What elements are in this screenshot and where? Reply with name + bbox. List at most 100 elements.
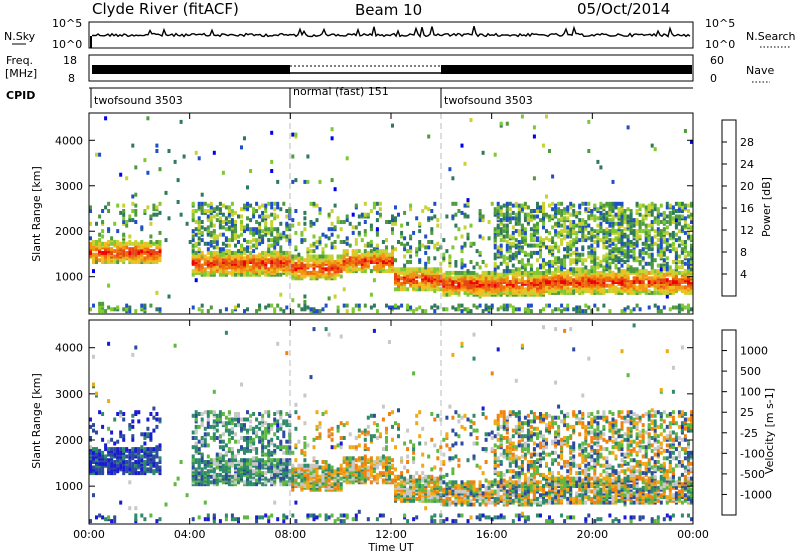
- heatmap-cell: [372, 201, 376, 206]
- heatmap-cell: [291, 223, 295, 228]
- heatmap-cell: [273, 212, 277, 217]
- heatmap-cell: [623, 232, 627, 237]
- heatmap-cell: [212, 436, 216, 440]
- heatmap-cell: [499, 290, 503, 295]
- heatmap-cell: [246, 307, 249, 312]
- heatmap-cell: [200, 269, 204, 274]
- heatmap-cell: [605, 252, 609, 257]
- heatmap-cell: [258, 412, 262, 416]
- heatmap-cell: [240, 269, 243, 274]
- heatmap-cell: [258, 225, 262, 230]
- heatmap-cell: [605, 289, 609, 294]
- heatmap-cell: [551, 207, 555, 212]
- heatmap-cell: [617, 201, 621, 206]
- heatmap-cell: [378, 212, 382, 217]
- heatmap-cell: [400, 281, 404, 286]
- heatmap-cell: [330, 221, 334, 226]
- heatmap-cell: [146, 460, 150, 464]
- heatmap-cell: [246, 185, 249, 190]
- heatmap-cell: [218, 269, 222, 274]
- heatmap-cell: [614, 243, 618, 248]
- heatmap-cell: [475, 249, 479, 254]
- heatmap-cell: [297, 463, 301, 468]
- heatmap-cell: [264, 214, 268, 219]
- heatmap-cell: [246, 245, 249, 250]
- heatmap-cell: [119, 434, 123, 439]
- heatmap-cell: [258, 252, 262, 257]
- heatmap-cell: [505, 290, 509, 295]
- heatmap-cell: [665, 230, 669, 235]
- heatmap-cell: [234, 225, 237, 230]
- heatmap-cell: [472, 241, 476, 246]
- heatmap-cell: [200, 436, 204, 440]
- heatmap-cell: [336, 216, 340, 221]
- heatmap-cell: [548, 267, 551, 272]
- heatmap-cell: [131, 437, 135, 442]
- heatmap-cell: [191, 201, 195, 206]
- heatmap-cell: [206, 443, 210, 448]
- heatmap-cell: [261, 417, 265, 422]
- heatmap-cell: [406, 221, 410, 226]
- heatmap-cell: [542, 270, 545, 275]
- heatmap-cell: [560, 229, 564, 234]
- heatmap-cell: [671, 205, 675, 210]
- heatmap-cell: [212, 461, 216, 466]
- heatmap-cell: [279, 292, 283, 297]
- heatmap-cell: [690, 234, 693, 239]
- heatmap-cell: [315, 240, 319, 244]
- heatmap-cell: [261, 471, 265, 476]
- heatmap-cell: [285, 480, 289, 485]
- heatmap-cell: [381, 252, 385, 257]
- heatmap-cell: [273, 417, 277, 422]
- heatmap-cell: [137, 447, 141, 452]
- heatmap-cell: [690, 243, 693, 248]
- heatmap-cell: [557, 256, 561, 261]
- heatmap-cell: [650, 236, 654, 241]
- heatmap-cell: [560, 216, 564, 221]
- heatmap-cell: [469, 241, 473, 246]
- heatmap-cell: [122, 212, 126, 217]
- heatmap-cell: [397, 240, 400, 244]
- heatmap-cell: [98, 214, 102, 219]
- heatmap-cell: [677, 254, 681, 259]
- heatmap-cell: [668, 265, 672, 270]
- heatmap-cell: [176, 178, 180, 183]
- heatmap-cell: [690, 212, 693, 217]
- heatmap-cell: [542, 143, 545, 148]
- heatmap-cell: [638, 203, 642, 208]
- heatmap-cell: [445, 270, 449, 275]
- heatmap-cell: [566, 234, 570, 239]
- heatmap-cell: [137, 460, 141, 464]
- heatmap-cell: [542, 261, 545, 266]
- heatmap-cell: [267, 410, 271, 415]
- heatmap-cell: [394, 272, 397, 277]
- heatmap-cell: [255, 201, 259, 206]
- heatmap-cell: [291, 263, 295, 268]
- heatmap-cell: [683, 230, 687, 235]
- heatmap-cell: [113, 307, 117, 312]
- heatmap-cell: [529, 303, 533, 308]
- heatmap-cell: [539, 205, 542, 210]
- heatmap-cell: [529, 285, 533, 290]
- heatmap-cell: [511, 278, 515, 283]
- heatmap-cell: [285, 234, 289, 239]
- heatmap-cell: [584, 238, 588, 243]
- heatmap-cell: [560, 309, 564, 314]
- heatmap-cell: [593, 258, 597, 263]
- heatmap-cell: [641, 276, 645, 281]
- y-tick-label: 1000: [55, 271, 83, 284]
- heatmap-cell: [484, 270, 488, 275]
- heatmap-cell: [424, 205, 428, 210]
- heatmap-cell: [508, 269, 512, 274]
- heatmap-cell: [261, 515, 265, 520]
- heatmap-cell: [363, 243, 367, 248]
- heatmap-cell: [557, 307, 561, 312]
- heatmap-cell: [656, 243, 660, 248]
- heatmap-cell: [288, 436, 292, 440]
- heatmap-cell: [227, 243, 231, 248]
- heatmap-cell: [158, 249, 162, 254]
- heatmap-cell: [593, 229, 597, 234]
- heatmap-cell: [273, 216, 277, 221]
- heatmap-cell: [237, 419, 240, 424]
- heatmap-cell: [357, 249, 361, 254]
